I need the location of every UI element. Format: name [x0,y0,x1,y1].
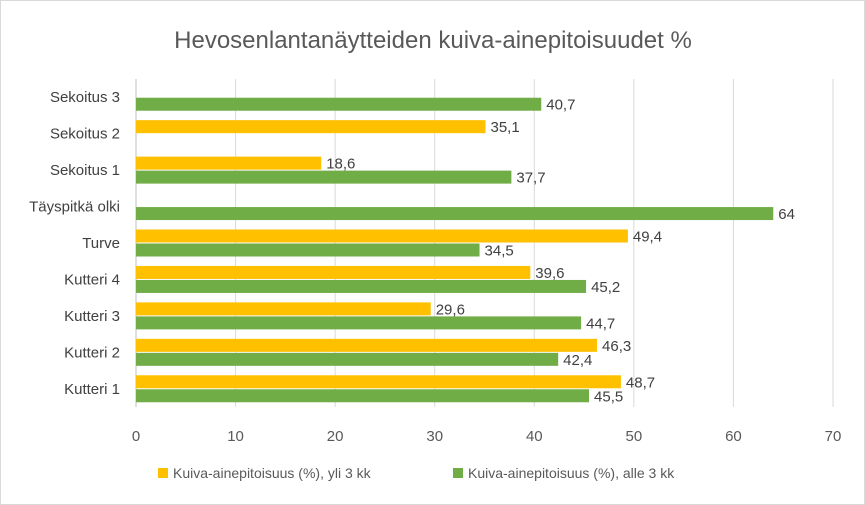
legend-label: Kuiva-ainepitoisuus (%), alle 3 kk [468,465,675,481]
bar-alle-3kk [136,207,774,221]
legend-swatch [453,468,463,478]
x-tick-label: 30 [426,428,443,445]
data-label: 42,4 [563,352,592,369]
value-axis-ticks: 0 10 20 30 40 50 60 70 [132,428,842,445]
bar-alle-3kk [136,97,542,111]
x-tick-label: 50 [626,428,643,445]
bar-yli-3kk [136,265,531,279]
category-label: Turve [82,235,120,252]
bar-yli-3kk [136,338,598,352]
x-tick-label: 70 [825,428,842,445]
data-label: 64 [778,206,795,223]
data-label: 48,7 [626,374,655,391]
data-label: 46,3 [602,338,631,355]
bar-yli-3kk [136,120,486,134]
category-axis-labels: Kutteri 1 Kutteri 2 Kutteri 3 Kutteri 4 Turv… [29,89,120,398]
data-label: 45,2 [591,279,620,296]
bar-alle-3kk [136,170,512,184]
data-label: 49,4 [633,229,662,246]
legend-swatch [158,468,168,478]
category-label: Kutteri 3 [64,308,120,325]
x-tick-label: 10 [227,428,244,445]
bar-alle-3kk [136,279,587,293]
bar-alle-3kk [136,352,559,366]
bar-alle-3kk [136,316,582,330]
legend-label: Kuiva-ainepitoisuus (%), yli 3 kk [173,465,372,481]
bar-yli-3kk [136,229,628,243]
category-label: Kutteri 1 [64,381,120,398]
category-label: Sekoitus 1 [50,162,120,179]
legend: Kuiva-ainepitoisuus (%), yli 3 kk Kuiva-a… [158,465,675,481]
category-label: Kutteri 4 [64,271,120,288]
data-label: 37,7 [516,170,545,187]
bar-alle-3kk [136,243,480,257]
x-tick-label: 20 [327,428,344,445]
data-label: 34,5 [485,243,514,260]
data-label: 44,7 [586,315,615,332]
category-label: Täyspitkä olki [29,199,120,216]
x-tick-label: 40 [526,428,543,445]
data-label: 45,5 [594,388,623,405]
bar-alle-3kk [136,389,590,403]
category-label: Sekoitus 2 [50,126,120,143]
bars [136,97,774,403]
category-label: Kutteri 2 [64,344,120,361]
x-tick-label: 0 [132,428,140,445]
data-label: 40,7 [546,97,575,114]
data-label: 39,6 [535,265,564,282]
bar-yli-3kk [136,375,621,389]
x-tick-label: 60 [725,428,742,445]
data-labels: 48,745,5 46,3 42,4 29,6 44,7 39,6 45,2 49,4 34,5… [326,97,795,406]
bar-yli-3kk [136,302,431,316]
bar-yli-3kk [136,156,322,170]
gridlines [135,79,834,407]
data-label: 35,1 [490,119,519,136]
data-label: 18,6 [326,156,355,173]
data-label: 29,6 [436,301,465,318]
category-label: Sekoitus 3 [50,89,120,106]
chart-title: Hevosenlantanäytteiden kuiva-ainepitoisu… [174,27,692,54]
